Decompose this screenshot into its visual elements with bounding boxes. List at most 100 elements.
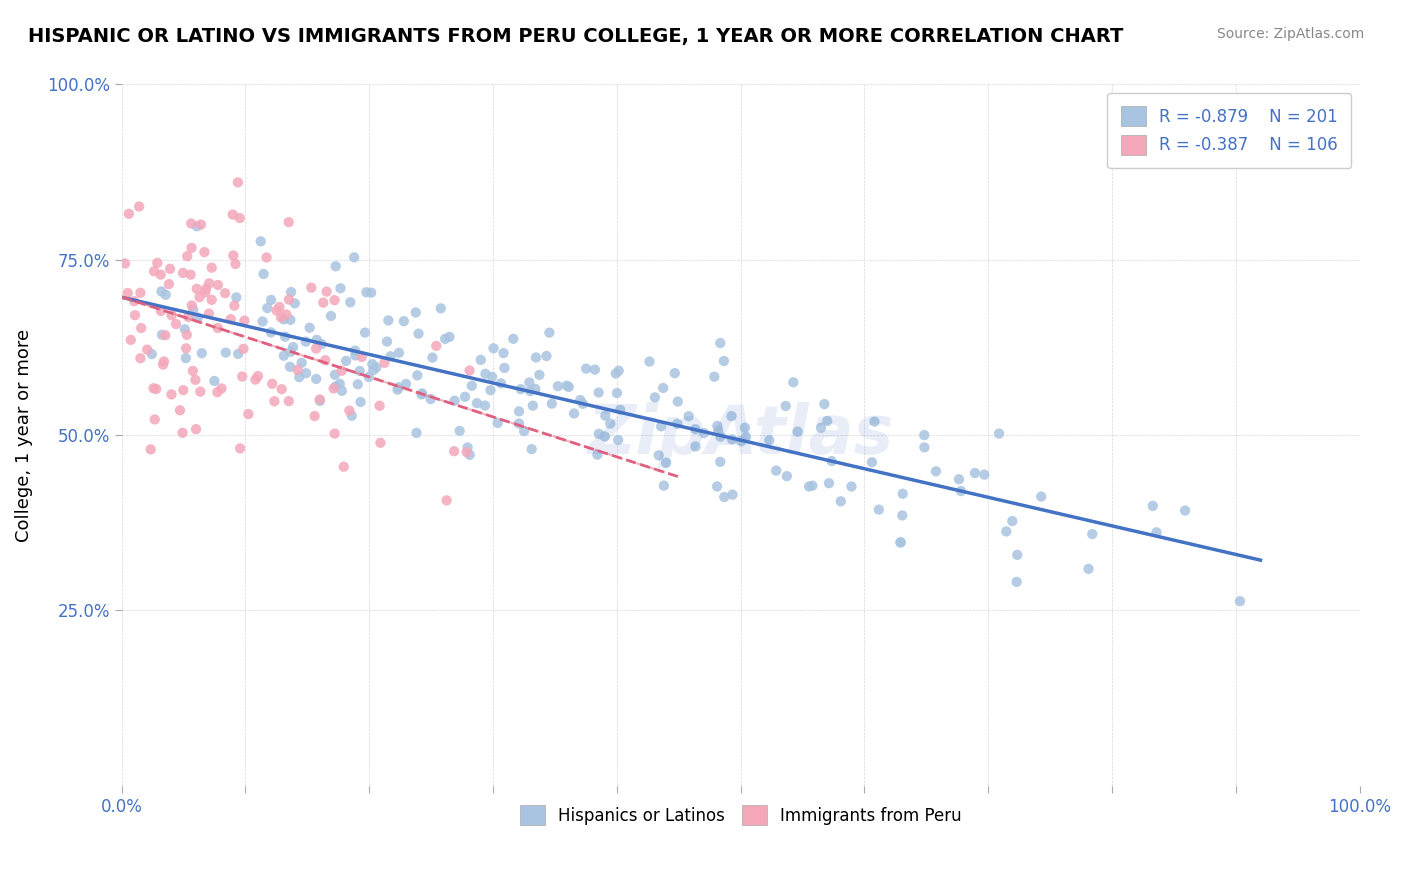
- Point: [474, 399, 496, 413]
- Point: [988, 426, 1011, 441]
- Point: [354, 326, 377, 340]
- Point: [607, 433, 630, 447]
- Point: [536, 349, 558, 363]
- Point: [344, 349, 367, 363]
- Point: [180, 217, 202, 231]
- Point: [891, 508, 914, 523]
- Point: [502, 332, 524, 346]
- Point: [186, 282, 208, 296]
- Point: [801, 478, 824, 492]
- Point: [607, 364, 630, 378]
- Point: [174, 351, 197, 365]
- Point: [509, 382, 531, 396]
- Point: [314, 353, 336, 368]
- Point: [150, 327, 173, 342]
- Point: [776, 469, 799, 483]
- Point: [948, 472, 970, 486]
- Point: [281, 340, 304, 354]
- Point: [652, 478, 675, 492]
- Point: [387, 383, 409, 397]
- Point: [295, 366, 318, 380]
- Point: [1007, 548, 1029, 562]
- Point: [184, 373, 207, 387]
- Point: [225, 290, 247, 304]
- Point: [782, 376, 804, 390]
- Point: [734, 420, 756, 434]
- Point: [456, 445, 478, 459]
- Point: [650, 419, 672, 434]
- Point: [274, 329, 297, 343]
- Point: [666, 394, 689, 409]
- Point: [232, 342, 254, 356]
- Point: [278, 293, 301, 307]
- Point: [1229, 594, 1251, 608]
- Point: [276, 308, 298, 322]
- Point: [245, 373, 267, 387]
- Point: [226, 347, 249, 361]
- Point: [361, 357, 384, 371]
- Point: [524, 382, 547, 396]
- Point: [486, 416, 509, 430]
- Point: [284, 296, 307, 310]
- Point: [260, 293, 283, 307]
- Point: [222, 248, 245, 262]
- Point: [323, 293, 346, 308]
- Point: [299, 281, 322, 295]
- Point: [685, 439, 707, 453]
- Point: [995, 524, 1018, 539]
- Point: [693, 426, 716, 441]
- Point: [513, 424, 536, 438]
- Point: [322, 381, 344, 395]
- Point: [599, 417, 621, 431]
- Point: [114, 256, 136, 270]
- Point: [128, 200, 150, 214]
- Point: [260, 326, 283, 340]
- Point: [575, 361, 598, 376]
- Point: [238, 407, 260, 421]
- Point: [735, 430, 758, 444]
- Point: [609, 402, 631, 417]
- Point: [1174, 503, 1197, 517]
- Point: [176, 327, 198, 342]
- Point: [118, 207, 141, 221]
- Point: [655, 456, 678, 470]
- Point: [201, 293, 224, 307]
- Point: [225, 257, 247, 271]
- Point: [146, 256, 169, 270]
- Point: [411, 387, 433, 401]
- Point: [172, 266, 194, 280]
- Point: [422, 351, 444, 365]
- Point: [434, 332, 457, 346]
- Point: [583, 362, 606, 376]
- Point: [949, 483, 972, 498]
- Point: [222, 208, 245, 222]
- Point: [408, 326, 430, 341]
- Point: [706, 479, 728, 493]
- Point: [263, 394, 285, 409]
- Point: [436, 493, 458, 508]
- Point: [419, 392, 441, 406]
- Point: [211, 381, 233, 395]
- Point: [262, 376, 284, 391]
- Point: [666, 417, 689, 431]
- Point: [349, 364, 371, 378]
- Point: [291, 356, 314, 370]
- Point: [252, 314, 274, 328]
- Point: [706, 419, 728, 434]
- Point: [519, 384, 541, 398]
- Point: [449, 424, 471, 438]
- Point: [593, 429, 616, 443]
- Point: [323, 426, 346, 441]
- Point: [388, 346, 411, 360]
- Point: [346, 377, 368, 392]
- Point: [180, 241, 202, 255]
- Point: [912, 441, 935, 455]
- Point: [150, 285, 173, 299]
- Point: [775, 399, 797, 413]
- Point: [721, 488, 744, 502]
- Point: [122, 294, 145, 309]
- Point: [1142, 499, 1164, 513]
- Point: [1081, 527, 1104, 541]
- Point: [207, 321, 229, 335]
- Point: [319, 309, 342, 323]
